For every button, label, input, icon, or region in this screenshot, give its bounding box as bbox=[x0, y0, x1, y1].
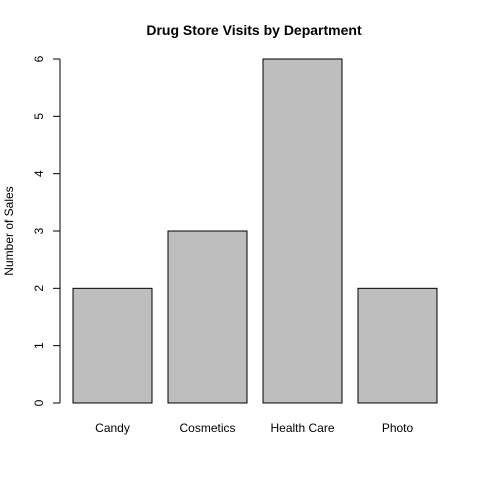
y-tick-label: 4 bbox=[32, 170, 46, 177]
y-axis-label: Number of Sales bbox=[2, 186, 16, 275]
y-tick-label: 2 bbox=[32, 285, 46, 292]
y-tick-label: 1 bbox=[32, 342, 46, 349]
x-axis-labels: Candy Cosmetics Health Care Photo bbox=[95, 421, 413, 435]
y-axis: 0 1 2 3 4 5 6 bbox=[32, 55, 61, 406]
x-category-label: Photo bbox=[382, 421, 414, 435]
bar bbox=[167, 230, 248, 404]
x-category-label: Cosmetics bbox=[179, 421, 235, 435]
x-category-label: Health Care bbox=[270, 421, 334, 435]
chart-title: Drug Store Visits by Department bbox=[146, 22, 362, 38]
bar bbox=[357, 287, 438, 404]
bar bbox=[262, 58, 343, 404]
y-tick-label: 5 bbox=[32, 113, 46, 120]
y-tick-label: 3 bbox=[32, 227, 46, 234]
bars bbox=[72, 58, 438, 404]
y-tick-label: 0 bbox=[32, 399, 46, 406]
bar bbox=[72, 287, 153, 404]
y-tick-label: 6 bbox=[32, 55, 46, 62]
x-category-label: Candy bbox=[95, 421, 130, 435]
